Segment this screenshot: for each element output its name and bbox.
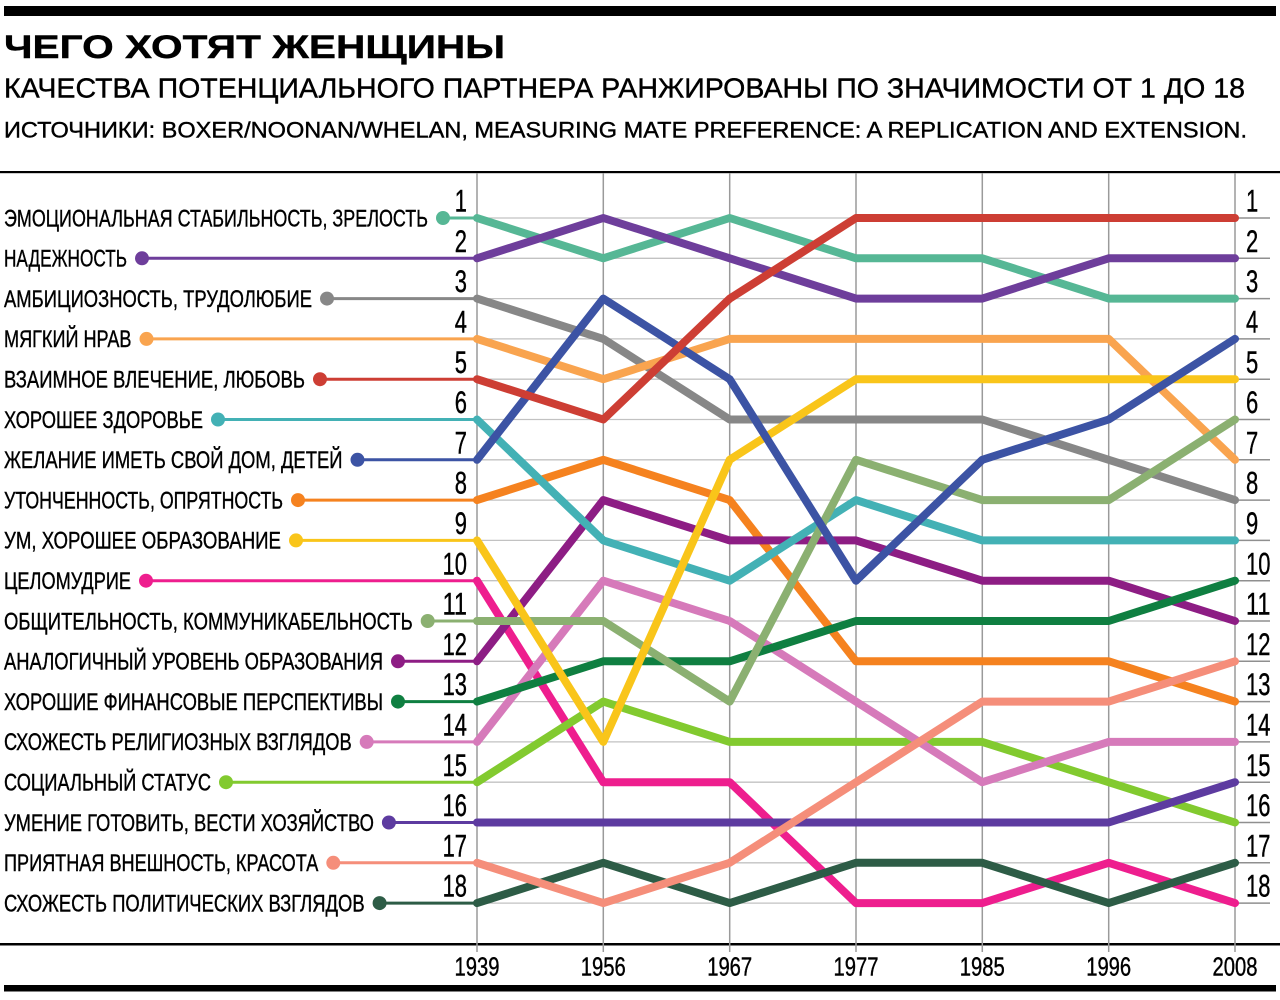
svg-text:1985: 1985 [960, 954, 1005, 982]
svg-text:ЖЕЛАНИЕ ИМЕТЬ СВОЙ ДОМ, ДЕТЕЙ: ЖЕЛАНИЕ ИМЕТЬ СВОЙ ДОМ, ДЕТЕЙ [4, 446, 343, 474]
svg-text:11: 11 [1246, 586, 1270, 622]
svg-text:2: 2 [1246, 223, 1258, 259]
svg-text:МЯГКИЙ НРАВ: МЯГКИЙ НРАВ [4, 325, 132, 353]
svg-text:КАЧЕСТВА ПОТЕНЦИАЛЬНОГО ПАРТНЕ: КАЧЕСТВА ПОТЕНЦИАЛЬНОГО ПАРТНЕРА РАНЖИРО… [4, 72, 1245, 104]
svg-text:4: 4 [1246, 304, 1258, 340]
svg-text:НАДЕЖНОСТЬ: НАДЕЖНОСТЬ [4, 246, 127, 273]
svg-text:16: 16 [1246, 787, 1270, 823]
svg-text:1939: 1939 [455, 954, 500, 982]
svg-text:16: 16 [443, 787, 467, 823]
svg-text:УТОНЧЕННОСТЬ, ОПРЯТНОСТЬ: УТОНЧЕННОСТЬ, ОПРЯТНОСТЬ [4, 487, 283, 514]
svg-text:7: 7 [455, 424, 467, 460]
svg-text:АМБИЦИОЗНОСТЬ, ТРУДОЛЮБИЕ: АМБИЦИОЗНОСТЬ, ТРУДОЛЮБИЕ [4, 286, 312, 313]
svg-text:18: 18 [443, 868, 467, 904]
svg-text:СХОЖЕСТЬ ПОЛИТИЧЕСКИХ ВЗГЛЯДОВ: СХОЖЕСТЬ ПОЛИТИЧЕСКИХ ВЗГЛЯДОВ [4, 890, 365, 917]
svg-text:6: 6 [1246, 384, 1258, 420]
svg-text:17: 17 [443, 827, 467, 863]
svg-text:ХОРОШЕЕ ЗДОРОВЬЕ: ХОРОШЕЕ ЗДОРОВЬЕ [4, 407, 203, 434]
svg-text:АНАЛОГИЧНЫЙ УРОВЕНЬ ОБРАЗОВАНИ: АНАЛОГИЧНЫЙ УРОВЕНЬ ОБРАЗОВАНИЯ [4, 648, 383, 676]
svg-text:УМ, ХОРОШЕЕ ОБРАЗОВАНИЕ: УМ, ХОРОШЕЕ ОБРАЗОВАНИЕ [4, 528, 281, 555]
svg-text:ЦЕЛОМУДРИЕ: ЦЕЛОМУДРИЕ [4, 568, 131, 595]
svg-text:17: 17 [1246, 827, 1270, 863]
svg-text:5: 5 [1246, 344, 1258, 380]
svg-text:3: 3 [455, 263, 467, 299]
svg-text:2008: 2008 [1213, 954, 1258, 982]
svg-text:6: 6 [455, 384, 467, 420]
svg-text:ВЗАИМНОЕ ВЛЕЧЕНИЕ, ЛЮБОВЬ: ВЗАИМНОЕ ВЛЕЧЕНИЕ, ЛЮБОВЬ [4, 367, 305, 394]
svg-text:4: 4 [455, 304, 467, 340]
svg-text:ПРИЯТНАЯ ВНЕШНОСТЬ, КРАСОТА: ПРИЯТНАЯ ВНЕШНОСТЬ, КРАСОТА [4, 850, 319, 877]
svg-text:5: 5 [455, 344, 467, 380]
svg-text:8: 8 [455, 465, 467, 501]
svg-text:10: 10 [1246, 545, 1270, 581]
svg-text:ЭМОЦИОНАЛЬНАЯ СТАБИЛЬНОСТЬ, ЗР: ЭМОЦИОНАЛЬНАЯ СТАБИЛЬНОСТЬ, ЗРЕЛОСТЬ [4, 205, 428, 232]
svg-text:1967: 1967 [707, 954, 752, 982]
svg-text:2: 2 [455, 223, 467, 259]
svg-text:3: 3 [1246, 263, 1258, 299]
svg-text:ЧЕГО ХОТЯТ ЖЕНЩИНЫ: ЧЕГО ХОТЯТ ЖЕНЩИНЫ [4, 29, 505, 65]
svg-text:8: 8 [1246, 465, 1258, 501]
svg-text:10: 10 [443, 545, 467, 581]
svg-text:14: 14 [1246, 707, 1270, 743]
svg-text:9: 9 [1246, 505, 1258, 541]
svg-text:18: 18 [1246, 868, 1270, 904]
svg-text:1977: 1977 [834, 954, 879, 982]
svg-text:15: 15 [443, 747, 467, 783]
svg-text:7: 7 [1246, 424, 1258, 460]
svg-text:15: 15 [1246, 747, 1270, 783]
svg-text:14: 14 [443, 707, 467, 743]
svg-text:СОЦИАЛЬНЫЙ СТАТУС: СОЦИАЛЬНЫЙ СТАТУС [4, 769, 211, 797]
svg-text:СХОЖЕСТЬ РЕЛИГИОЗНЫХ ВЗГЛЯДОВ: СХОЖЕСТЬ РЕЛИГИОЗНЫХ ВЗГЛЯДОВ [4, 729, 352, 756]
svg-text:12: 12 [1246, 626, 1270, 662]
svg-text:1: 1 [455, 183, 467, 219]
svg-text:12: 12 [443, 626, 467, 662]
svg-text:11: 11 [443, 586, 467, 622]
svg-text:1996: 1996 [1086, 954, 1131, 982]
svg-text:9: 9 [455, 505, 467, 541]
svg-text:УМЕНИЕ ГОТОВИТЬ, ВЕСТИ ХОЗЯЙСТ: УМЕНИЕ ГОТОВИТЬ, ВЕСТИ ХОЗЯЙСТВО [4, 809, 374, 837]
svg-text:1956: 1956 [581, 954, 626, 982]
svg-text:13: 13 [1246, 666, 1270, 702]
svg-text:ХОРОШИЕ ФИНАНСОВЫЕ ПЕРСПЕКТИВЫ: ХОРОШИЕ ФИНАНСОВЫЕ ПЕРСПЕКТИВЫ [4, 689, 383, 716]
svg-text:ИСТОЧНИКИ: BOXER/NOONAN/WHELAN: ИСТОЧНИКИ: BOXER/NOONAN/WHELAN, MEASURIN… [4, 117, 1247, 142]
svg-text:ОБЩИТЕЛЬНОСТЬ, КОММУНИКАБЕЛЬНО: ОБЩИТЕЛЬНОСТЬ, КОММУНИКАБЕЛЬНОСТЬ [4, 608, 413, 635]
svg-text:1: 1 [1246, 183, 1258, 219]
svg-text:13: 13 [443, 666, 467, 702]
